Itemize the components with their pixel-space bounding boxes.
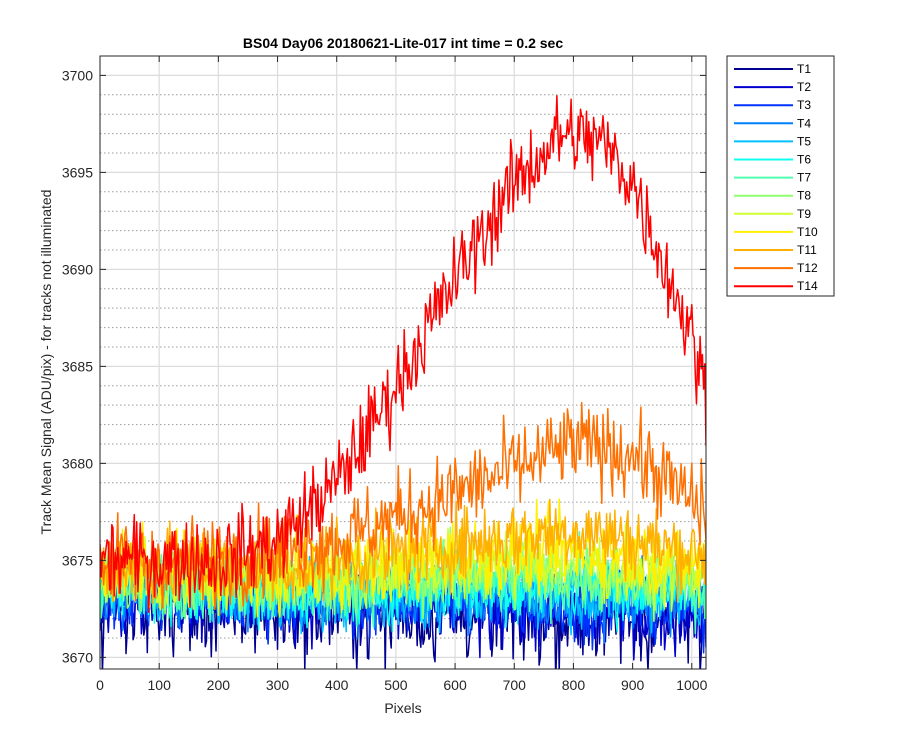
ticks	[99, 56, 706, 669]
plot-area-border	[99, 55, 707, 670]
legend-label-t4: T4	[797, 116, 811, 130]
legend-label-t7: T7	[797, 171, 811, 185]
x-tick-label: 700	[503, 677, 527, 693]
y-tick-label: 3690	[62, 261, 93, 277]
minor-grid	[100, 55, 706, 639]
y-tick-label: 3695	[62, 164, 93, 180]
y-tick-label: 3685	[62, 358, 93, 374]
legend-label-t5: T5	[797, 134, 811, 148]
legend: T1 T2 T3 T4 T5 T6 T7 T8 T9 T10 T11 T12 T14	[726, 55, 835, 297]
x-tick-label: 600	[443, 677, 467, 693]
legend-label-t3: T3	[797, 98, 811, 112]
legend-label-t6: T6	[797, 153, 811, 167]
x-axis-label: Pixels	[384, 700, 421, 716]
y-tick-label: 3670	[62, 649, 93, 665]
y-tick-label: 3680	[62, 455, 93, 471]
series-layer	[100, 95, 706, 669]
x-tick-label: 800	[562, 677, 586, 693]
y-tick-label: 3700	[62, 67, 93, 83]
legend-label-t10: T10	[797, 225, 818, 239]
x-tick-label: 1000	[676, 677, 707, 693]
x-tick-label: 200	[207, 677, 231, 693]
x-tick-label: 500	[384, 677, 408, 693]
series-line-t14	[100, 95, 706, 614]
x-tick-label: 0	[96, 677, 104, 693]
chart-title: BS04 Day06 20180621-Lite-017 int time = …	[243, 35, 563, 51]
legend-label-t12: T12	[797, 261, 818, 275]
x-tick-label: 900	[621, 677, 645, 693]
legend-label-t9: T9	[797, 207, 811, 221]
x-tick-label: 100	[148, 677, 172, 693]
x-tick-label: 400	[325, 677, 349, 693]
series-line-t5	[100, 544, 706, 636]
legend-box	[726, 55, 835, 297]
legend-label-t11: T11	[797, 243, 817, 257]
x-tick-label: 300	[266, 677, 290, 693]
legend-label-t1: T1	[797, 62, 811, 76]
y-tick-label: 3675	[62, 552, 93, 568]
legend-label-t8: T8	[797, 189, 811, 203]
y-axis-label: Track Mean Signal (ADU/pix) - for tracks…	[38, 190, 54, 535]
tick-labels: 0 100 200 300 400 500 600 700 800 900 1000 3670 3675…	[62, 67, 708, 693]
legend-label-t2: T2	[797, 80, 811, 94]
legend-label-t14: T14	[797, 279, 818, 293]
